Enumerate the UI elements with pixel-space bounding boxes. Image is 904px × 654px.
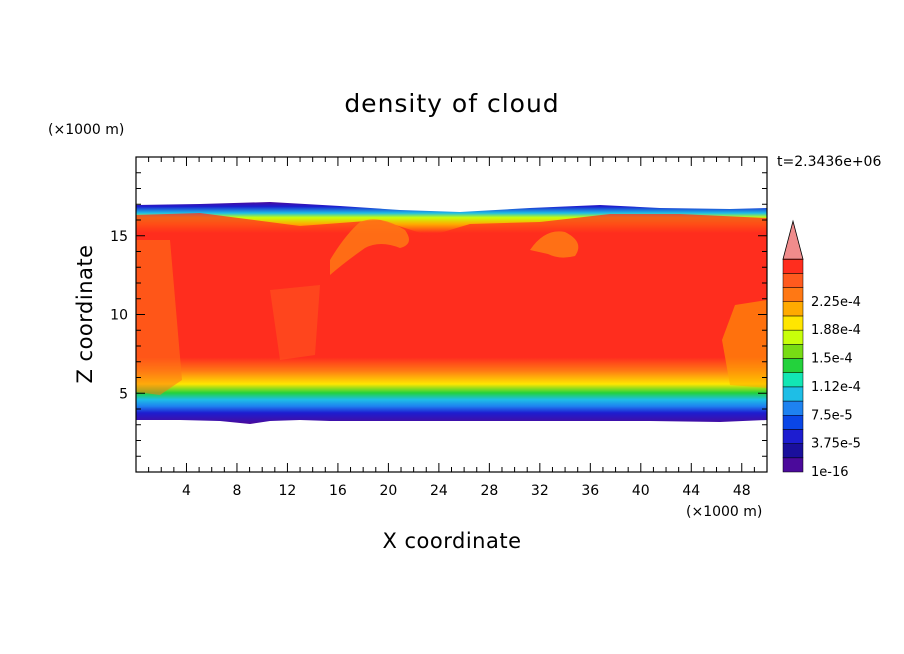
colorbar-swatch [782, 457, 804, 473]
colorbar-swatch [782, 273, 804, 288]
x-tick-label: 48 [733, 483, 751, 499]
x-tick-label: 16 [329, 483, 347, 499]
colorbar-swatch [782, 429, 804, 444]
colorbar-swatch [782, 400, 804, 416]
x-axis-ticks: 4 8 12 16 20 24 28 32 36 40 44 48 [148, 157, 755, 499]
colorbar-swatch [782, 329, 804, 345]
x-tick-label: 40 [632, 483, 650, 499]
colorbar-swatch [782, 258, 804, 274]
x-tick-label: 28 [480, 483, 498, 499]
y-tick-label: 15 [110, 229, 128, 245]
x-tick-label: 32 [531, 483, 549, 499]
colorbar-swatch [782, 415, 804, 430]
x-tick-label: 12 [279, 483, 297, 499]
colorbar-label: 3.75e-5 [811, 437, 861, 452]
colorbar-label: 1.88e-4 [811, 323, 861, 338]
x-tick-label: 20 [379, 483, 397, 499]
colorbar-label: 1e-16 [811, 465, 849, 480]
y-axis-ticks: 5 10 15 [110, 172, 767, 457]
x-axis-label: X coordinate [382, 529, 521, 553]
x-tick-label: 36 [581, 483, 599, 499]
y-unit-label: (×1000 m) [48, 122, 124, 138]
time-label: t=2.3436e+06 [777, 154, 881, 170]
chart-title: density of cloud [344, 89, 559, 118]
colorbar-overflow-triangle [782, 219, 804, 260]
x-tick-label: 44 [682, 483, 700, 499]
colorbar-swatch [782, 372, 804, 388]
colorbar-swatch [782, 358, 804, 373]
colorbar-swatch [782, 386, 804, 402]
colorbar-label: 7.5e-5 [811, 408, 853, 423]
x-tick-label: 24 [430, 483, 448, 499]
x-tick-label: 4 [182, 483, 191, 499]
colorbar-swatch [782, 315, 804, 331]
colorbar-label: 1.12e-4 [811, 380, 861, 395]
colorbar-swatch [782, 301, 804, 317]
colorbar-swatch [782, 287, 804, 302]
y-tick-label: 10 [110, 308, 128, 324]
cloud-density-field [136, 202, 767, 424]
x-tick-label: 8 [232, 483, 241, 499]
y-axis-label: Z coordinate [73, 244, 97, 383]
colorbar: 1e-16 3.75e-5 7.5e-5 1.12e-4 1.5e-4 1.88e-4 2.… [782, 219, 861, 480]
y-tick-label: 5 [119, 386, 128, 402]
colorbar-label: 2.25e-4 [811, 295, 861, 310]
colorbar-swatch [782, 344, 804, 359]
colorbar-swatch [782, 443, 804, 459]
colorbar-label: 1.5e-4 [811, 352, 853, 367]
x-unit-label: (×1000 m) [686, 504, 762, 520]
